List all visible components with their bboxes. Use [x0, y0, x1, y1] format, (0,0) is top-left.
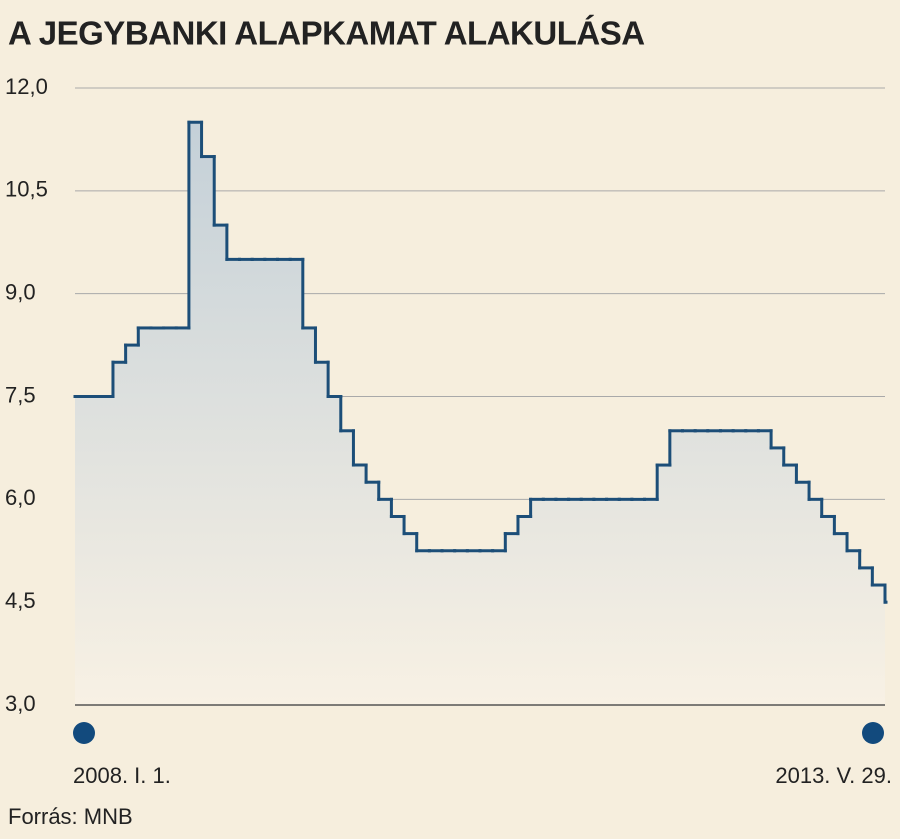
- y-tick-label: 9,0: [5, 279, 36, 304]
- y-tick-label: 10,5: [5, 177, 48, 202]
- x-tick-label: 2013. V. 29.: [775, 763, 892, 788]
- start-dot: [73, 722, 95, 744]
- area-fill: [75, 122, 885, 706]
- source-note: Forrás: MNB: [8, 804, 133, 829]
- y-tick-label: 7,5: [5, 382, 36, 407]
- chart-title: A JEGYBANKI ALAPKAMAT ALAKULÁSA: [8, 15, 645, 52]
- y-tick-label: 4,5: [5, 588, 36, 613]
- y-tick-label: 12,0: [5, 74, 48, 99]
- y-tick-label: 3,0: [5, 691, 36, 716]
- y-tick-label: 6,0: [5, 485, 36, 510]
- end-dot: [862, 722, 884, 744]
- x-tick-label: 2008. I. 1.: [73, 763, 171, 788]
